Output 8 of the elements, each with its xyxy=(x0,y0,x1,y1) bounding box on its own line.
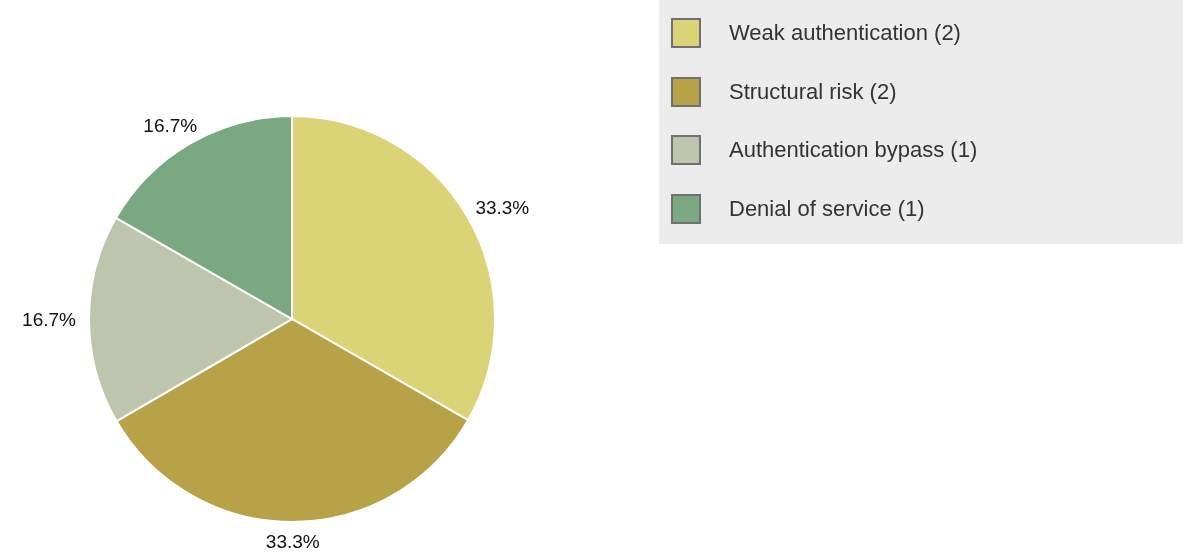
data-label: 33.3% xyxy=(475,196,530,218)
legend-label: Denial of service (1) xyxy=(729,195,925,222)
legend-label: Weak authentication (2) xyxy=(729,20,961,47)
data-label: 16.7% xyxy=(143,115,198,137)
data-label: 33.3% xyxy=(265,531,320,553)
legend-label: Authentication bypass (1) xyxy=(729,137,978,164)
legend-label: Structural risk (2) xyxy=(729,78,897,105)
data-label: 16.7% xyxy=(22,309,77,331)
